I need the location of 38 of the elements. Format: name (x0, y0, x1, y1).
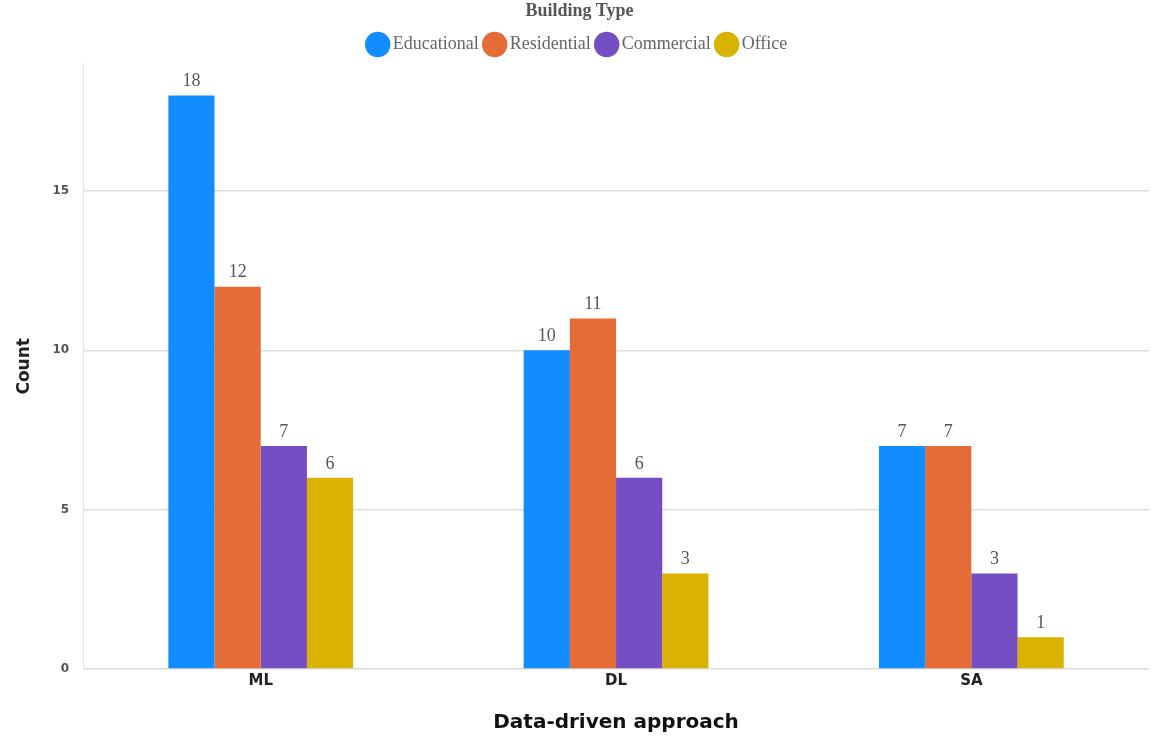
data-label: 12 (228, 261, 247, 282)
data-label: 10 (537, 325, 556, 346)
x-axis-title: Data-driven approach (493, 709, 739, 734)
bar (971, 573, 1018, 669)
x-tick-label: ML (248, 670, 274, 689)
data-label: 7 (943, 420, 953, 441)
bar (523, 350, 570, 669)
bar (662, 573, 709, 669)
data-label: 3 (989, 548, 999, 569)
data-label: 11 (584, 293, 602, 314)
bar (306, 477, 354, 669)
data-label: 7 (897, 420, 907, 441)
bar (925, 445, 972, 669)
data-label: 6 (325, 452, 335, 473)
data-label: 3 (680, 548, 690, 569)
legend-label: Residential (509, 33, 591, 54)
bar (569, 318, 617, 669)
bar (214, 286, 261, 669)
x-tick-label: SA (960, 670, 983, 689)
bar (260, 445, 307, 669)
data-label: 1 (1036, 611, 1046, 632)
data-label: 18 (182, 70, 201, 91)
x-tick-label: DL (605, 670, 628, 689)
bar (1017, 637, 1064, 669)
legend-title: Building Type (525, 0, 634, 20)
y-tick-label: 15 (52, 183, 70, 198)
y-tick-label: 0 (60, 661, 70, 676)
y-axis-title: Count (12, 338, 33, 395)
legend-label: Commercial (621, 33, 711, 54)
legend-label: Office (741, 33, 788, 54)
data-label: 6 (634, 452, 644, 473)
legend-label: Educational (392, 33, 479, 54)
y-tick-label: 10 (52, 342, 70, 357)
y-tick-label: 5 (60, 501, 70, 516)
bar (168, 95, 215, 669)
data-label: 7 (279, 420, 289, 441)
bar (878, 445, 926, 669)
bar (616, 477, 663, 669)
